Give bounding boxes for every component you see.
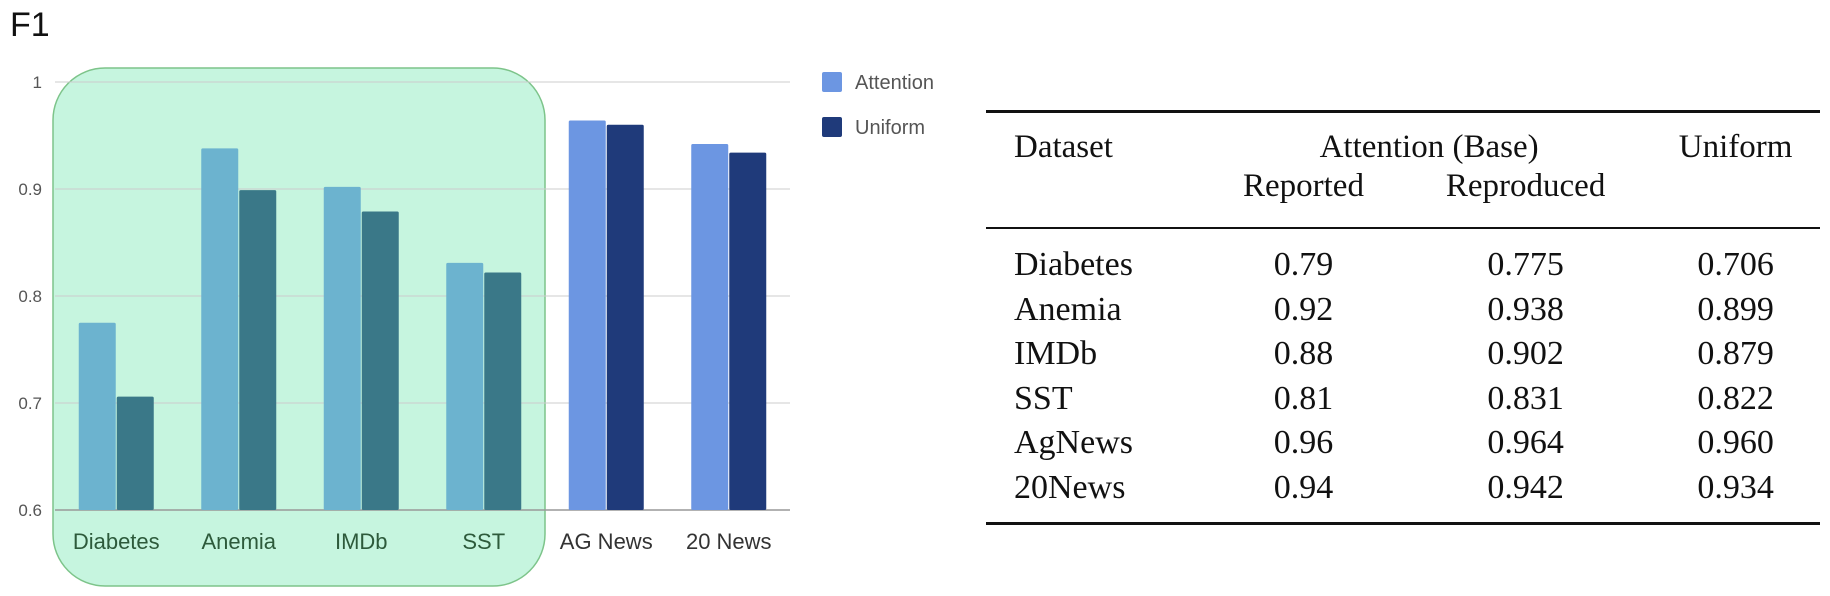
y-tick-label: 0.9	[18, 180, 42, 199]
y-tick-label: 0.8	[18, 287, 42, 306]
table-row: Diabetes 0.79 0.775 0.706	[986, 228, 1820, 288]
table-row: IMDb 0.88 0.902 0.879	[986, 332, 1820, 377]
cell-reproduced: 0.831	[1487, 379, 1564, 417]
cell-uniform: 0.706	[1697, 246, 1774, 283]
legend-swatch-uniform	[822, 117, 842, 137]
header-uniform: Uniform	[1678, 129, 1793, 165]
cell-reported: 0.96	[1273, 424, 1334, 461]
table-row: 20News 0.94 0.942 0.934	[986, 466, 1820, 524]
table-row: SST 0.81 0.831 0.822	[986, 377, 1820, 422]
y-tick-label: 1	[33, 73, 42, 92]
header-reported: Reported	[1242, 168, 1364, 204]
header-uniform-spacer	[1651, 165, 1820, 228]
x-tick-label: Diabetes	[73, 529, 160, 554]
chart-title: F1	[10, 6, 50, 44]
legend-label-uniform: Uniform	[855, 117, 925, 139]
cell-uniform: 0.879	[1697, 335, 1774, 372]
bar-uniform-diabetes	[116, 396, 154, 510]
cell-reproduced: 0.775	[1487, 246, 1564, 283]
cell-dataset: 20News	[1014, 468, 1126, 506]
cell-uniform: 0.960	[1697, 424, 1774, 461]
x-tick-label: SST	[462, 529, 505, 554]
bar-attention-20-news	[691, 144, 729, 510]
bar-attention-ag-news	[568, 120, 606, 511]
highlight-region	[52, 67, 546, 587]
y-tick-label: 0.7	[18, 394, 42, 413]
cell-dataset: Diabetes	[1014, 246, 1133, 283]
bar-attention-sst	[446, 262, 484, 510]
table-row: Anemia 0.92 0.938 0.899	[986, 288, 1820, 333]
cell-reported: 0.88	[1273, 335, 1334, 372]
cell-dataset: SST	[1014, 379, 1073, 417]
legend-label-attention: Attention	[855, 72, 934, 94]
table-row: AgNews 0.96 0.964 0.960	[986, 421, 1820, 466]
cell-uniform: 0.899	[1697, 290, 1774, 328]
x-tick-label: AG News	[560, 529, 653, 554]
x-tick-label: Anemia	[201, 529, 276, 554]
bar-attention-imdb	[323, 186, 361, 511]
cell-reported: 0.79	[1273, 246, 1334, 283]
cell-dataset: Anemia	[1014, 290, 1122, 328]
header-reproduced: Reproduced	[1445, 168, 1606, 204]
cell-uniform: 0.934	[1697, 468, 1774, 506]
header-dataset: Dataset	[1014, 129, 1113, 165]
x-tick-label: 20 News	[686, 529, 772, 554]
bar-uniform-sst	[484, 272, 522, 510]
bar-attention-anemia	[201, 148, 239, 510]
cell-reproduced: 0.902	[1487, 335, 1564, 372]
cell-reproduced: 0.964	[1487, 424, 1564, 461]
cell-uniform: 0.822	[1697, 379, 1774, 417]
x-tick-label: IMDb	[335, 529, 388, 554]
cell-reported: 0.81	[1273, 379, 1334, 417]
bar-uniform-ag-news	[606, 124, 644, 511]
cell-reported: 0.94	[1273, 468, 1334, 506]
bar-uniform-imdb	[361, 211, 399, 510]
bar-uniform-anemia	[239, 190, 277, 510]
cell-dataset: IMDb	[1014, 335, 1098, 372]
cell-reported: 0.92	[1273, 290, 1334, 328]
cell-reproduced: 0.942	[1487, 468, 1564, 506]
header-attention-base: Attention (Base)	[1319, 129, 1539, 165]
bar-attention-diabetes	[78, 322, 116, 510]
cell-reproduced: 0.938	[1487, 290, 1564, 328]
results-table: Dataset Attention (Base) Uniform Reporte…	[986, 110, 1820, 525]
bar-uniform-20-news	[729, 152, 767, 510]
cell-dataset: AgNews	[1014, 424, 1133, 461]
legend-swatch-attention	[822, 72, 842, 92]
f1-bar-chart: 0.6 0.7 0.8 0.9 1 F1 Diabetes Anemia IMDb SST AG N…	[10, 6, 934, 587]
y-tick-label: 0.6	[18, 501, 42, 520]
